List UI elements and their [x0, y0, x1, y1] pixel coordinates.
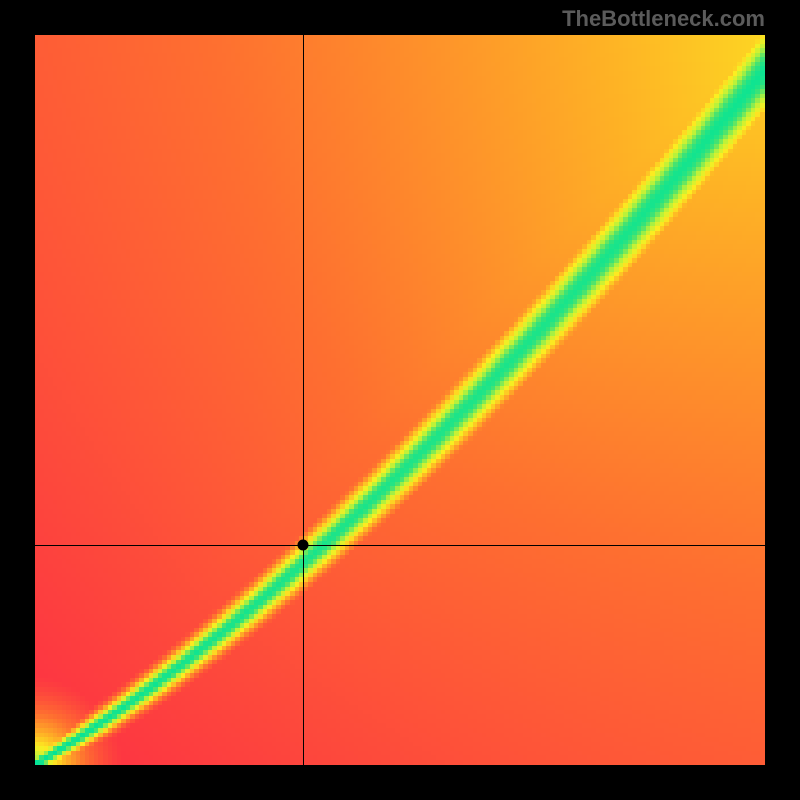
crosshair-horizontal	[35, 545, 765, 546]
plot-area	[35, 35, 765, 765]
crosshair-marker	[297, 539, 308, 550]
chart-container: TheBottleneck.com	[0, 0, 800, 800]
heatmap-canvas	[35, 35, 765, 765]
crosshair-vertical	[303, 35, 304, 765]
watermark-text: TheBottleneck.com	[562, 6, 765, 32]
